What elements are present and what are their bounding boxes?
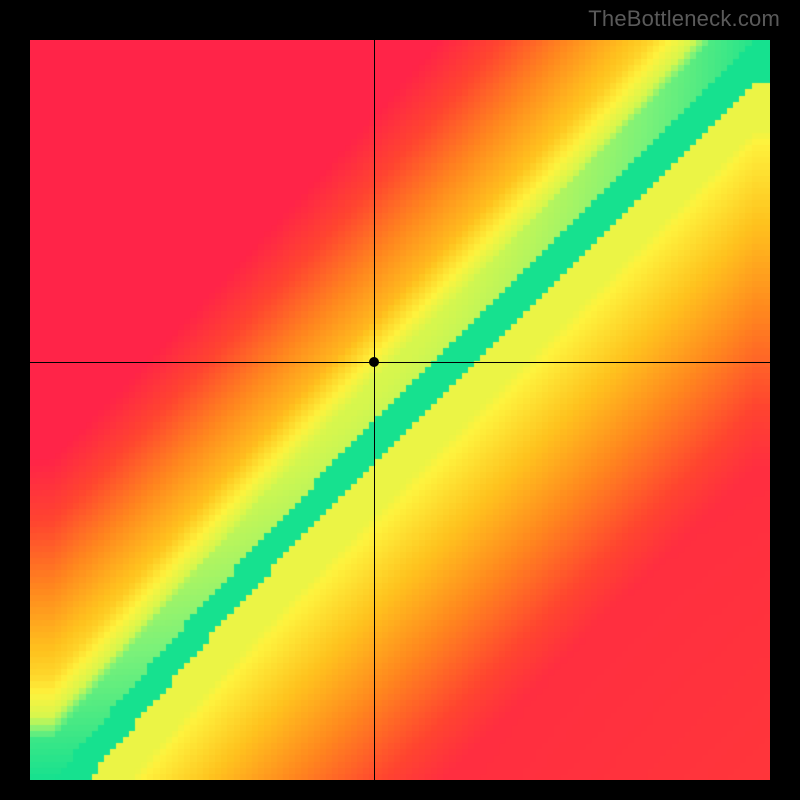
bottleneck-heatmap	[30, 40, 770, 780]
watermark-text: TheBottleneck.com	[588, 6, 780, 32]
crosshair-vertical	[374, 40, 375, 780]
selection-marker	[369, 357, 379, 367]
plot-area	[30, 40, 770, 780]
chart-frame: TheBottleneck.com	[0, 0, 800, 800]
crosshair-horizontal	[30, 362, 770, 363]
